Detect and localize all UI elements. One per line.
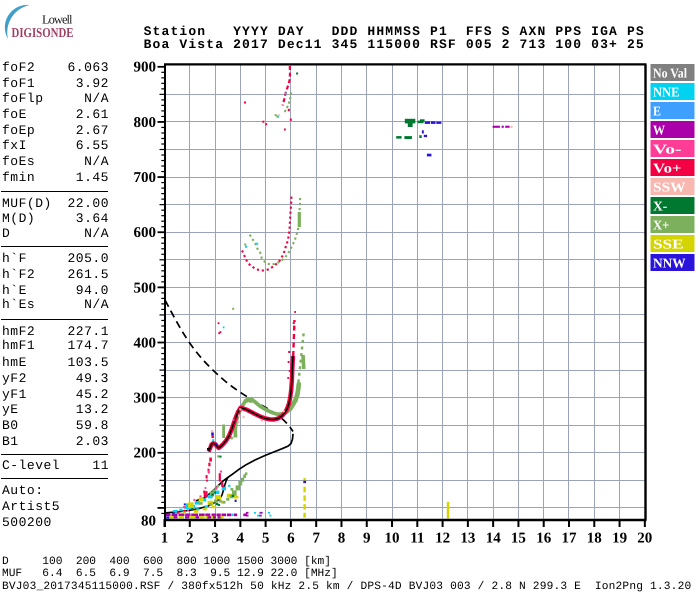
svg-text:Vo+: Vo+ [653,161,682,176]
svg-text:11: 11 [410,531,424,547]
svg-text:200: 200 [134,446,157,462]
svg-text:Vo-: Vo- [653,142,682,157]
svg-text:4: 4 [237,531,245,547]
svg-text:NNW: NNW [653,256,686,271]
svg-text:900: 900 [134,60,157,76]
svg-text:8: 8 [338,531,346,547]
svg-text:12: 12 [435,531,450,547]
svg-text:400: 400 [134,335,157,351]
svg-text:1: 1 [161,531,169,547]
svg-text:17: 17 [562,531,578,547]
svg-text:W: W [653,123,665,138]
svg-text:SSW: SSW [653,180,686,195]
svg-text:20: 20 [637,531,652,547]
svg-text:10: 10 [385,531,400,547]
svg-text:80: 80 [141,514,156,530]
svg-text:300: 300 [134,391,157,407]
svg-text:19: 19 [612,531,627,547]
svg-text:700: 700 [134,170,157,186]
svg-text:7: 7 [312,531,320,547]
svg-text:14: 14 [486,531,502,547]
svg-text:X-: X- [653,199,667,214]
svg-text:E: E [653,104,661,119]
svg-text:500: 500 [134,280,157,296]
svg-text:13: 13 [460,531,475,547]
svg-text:5: 5 [262,531,270,547]
svg-text:6: 6 [287,531,295,547]
svg-text:NNE: NNE [653,85,680,100]
svg-text:15: 15 [511,531,526,547]
svg-text:9: 9 [363,531,371,547]
svg-text:16: 16 [536,531,552,547]
svg-text:3: 3 [211,531,219,547]
svg-text:18: 18 [587,531,602,547]
svg-text:Lowell: Lowell [42,13,73,27]
svg-text:X+: X+ [653,218,669,233]
svg-text:800: 800 [134,115,157,131]
svg-text:2: 2 [186,531,194,547]
svg-text:600: 600 [134,225,157,241]
svg-text:DIGISONDE: DIGISONDE [12,25,74,40]
svg-text:No Val: No Val [653,66,687,81]
svg-text:SSE: SSE [653,237,684,252]
